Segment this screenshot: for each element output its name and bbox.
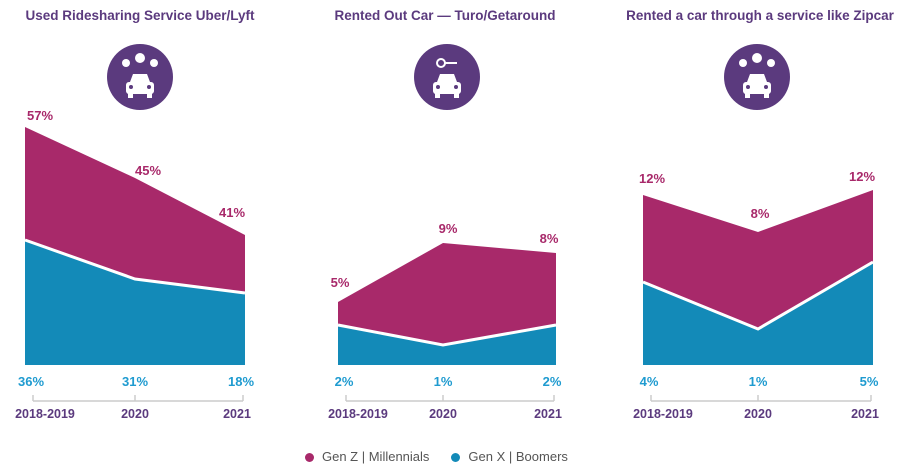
value-label-genz: 9% (439, 221, 458, 236)
car-roof-icon (437, 74, 457, 82)
value-label-genz: 12% (639, 171, 665, 186)
legend-item-genz: Gen Z | Millennials (305, 449, 429, 464)
person-icon (739, 59, 747, 67)
car-wheel-icon (454, 93, 459, 98)
x-tick-label: 2018-2019 (328, 407, 388, 421)
car-roof-icon (130, 74, 150, 82)
car-wheel-icon (147, 93, 152, 98)
car-wheel-icon (764, 93, 769, 98)
value-label-genx: 2% (543, 374, 562, 389)
car-light-icon (746, 85, 750, 89)
x-tick-label: 2020 (429, 407, 457, 421)
area-genx (25, 240, 245, 365)
value-label-genz: 57% (27, 108, 53, 123)
x-tick-label: 2021 (851, 407, 879, 421)
person-icon (135, 53, 145, 63)
person-icon (122, 59, 130, 67)
value-label-genz: 5% (331, 275, 350, 290)
car-body-icon (433, 82, 461, 94)
value-label-genz: 8% (751, 206, 770, 221)
car-roof-icon (747, 74, 767, 82)
legend: Gen Z | Millennials Gen X | Boomers (305, 449, 568, 464)
value-label-genz: 8% (540, 231, 559, 246)
area-divider (24, 238, 246, 295)
x-tick-label: 2020 (744, 407, 772, 421)
area-genx (643, 262, 873, 365)
x-tick-label: 2018-2019 (15, 407, 75, 421)
value-label-genx: 1% (749, 374, 768, 389)
value-label-genx: 36% (18, 374, 44, 389)
chart-title-rented-out: Rented Out Car — Turo/Getaround (334, 8, 556, 23)
person-icon (767, 59, 775, 67)
x-tick-label: 2018-2019 (633, 407, 693, 421)
car-wheel-icon (435, 93, 440, 98)
car-light-icon (147, 85, 151, 89)
value-label-genz: 45% (135, 163, 161, 178)
chart-title-zipcar: Rented a car through a service like Zipc… (626, 8, 894, 23)
person-icon (752, 53, 762, 63)
car-light-icon (454, 85, 458, 89)
x-tick-label: 2021 (534, 407, 562, 421)
x-tick-label: 2021 (223, 407, 251, 421)
value-label-genx: 31% (122, 374, 148, 389)
car-light-icon (764, 85, 768, 89)
area-divider (642, 260, 874, 331)
chart-title-rideshare: Used Ridesharing Service Uber/Lyft (25, 8, 255, 23)
car-body-icon (743, 82, 771, 94)
value-label-genx: 2% (335, 374, 354, 389)
legend-item-genx: Gen X | Boomers (451, 449, 568, 464)
value-label-genx: 4% (640, 374, 659, 389)
value-label-genz: 12% (849, 169, 875, 184)
value-label-genx: 18% (228, 374, 254, 389)
value-label-genx: 5% (860, 374, 879, 389)
car-light-icon (436, 85, 440, 89)
car-body-icon (126, 82, 154, 94)
legend-label: Gen X | Boomers (468, 449, 568, 464)
value-label-genz: 41% (219, 205, 245, 220)
car-light-icon (129, 85, 133, 89)
car-wheel-icon (745, 93, 750, 98)
legend-swatch (305, 453, 314, 463)
x-tick-label: 2020 (121, 407, 149, 421)
legend-label: Gen Z | Millennials (322, 449, 430, 464)
legend-swatch (451, 453, 461, 463)
key-icon (445, 62, 457, 64)
person-icon (150, 59, 158, 67)
car-wheel-icon (128, 93, 133, 98)
value-label-genx: 1% (434, 374, 453, 389)
area-divider (337, 323, 557, 347)
